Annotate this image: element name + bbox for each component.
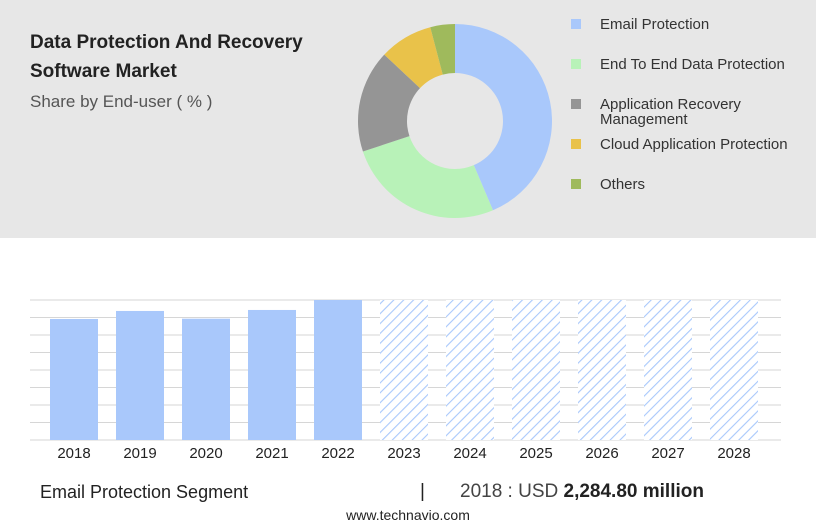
forecast-bar <box>380 300 428 440</box>
x-tick-label: 2024 <box>453 445 486 462</box>
legend-label: Application Recovery Management <box>600 96 741 128</box>
legend-label: Others <box>600 176 646 193</box>
donut-segment <box>430 24 455 75</box>
forecast-bar <box>710 300 758 440</box>
bar <box>116 310 164 440</box>
highlight-value: 2,284.80 million <box>563 481 704 502</box>
footer: www.technavio.com <box>346 507 470 523</box>
x-tick-label: 2027 <box>651 445 684 462</box>
bar <box>248 309 296 440</box>
bar <box>314 300 362 440</box>
donut-segment <box>455 24 552 211</box>
x-tick-label: 2019 <box>123 445 156 462</box>
forecast-bar <box>578 300 626 440</box>
bar <box>182 318 230 440</box>
legend-swatch <box>571 139 581 149</box>
chart-subtitle: Share by End-user ( % ) <box>30 92 213 111</box>
x-tick-label: 2022 <box>321 445 354 462</box>
x-tick-label: 2021 <box>255 445 288 462</box>
forecast-bar <box>446 300 494 440</box>
x-tick-label: 2023 <box>387 445 420 462</box>
legend-swatch <box>571 59 581 69</box>
chart-title: Data Protection And Recovery Software Ma… <box>30 32 303 82</box>
x-tick-label: 2028 <box>717 445 750 462</box>
donut-segment <box>358 54 421 152</box>
segment-label: Email Protection Segment <box>40 482 249 502</box>
legend-swatch <box>571 99 581 109</box>
legend-label: Email Protection <box>600 16 710 33</box>
legend-swatch <box>571 179 581 189</box>
forecast-bar <box>644 300 692 440</box>
x-tick-label: 2018 <box>57 445 90 462</box>
legend-label: Cloud Application Protection <box>600 136 788 153</box>
x-tick-label: 2020 <box>189 445 222 462</box>
forecast-bar <box>512 300 560 440</box>
x-tick-label: 2025 <box>519 445 552 462</box>
legend-swatch <box>571 19 581 29</box>
donut-segment <box>362 136 493 218</box>
legend-label: End To End Data Protection <box>600 56 785 73</box>
donut-segment <box>384 27 443 89</box>
separator: | <box>420 481 425 502</box>
highlight: 2018 : USD 2,284.80 million <box>460 481 704 503</box>
x-tick-label: 2026 <box>585 445 618 462</box>
highlight-period: 2018 : USD <box>460 481 559 502</box>
bar <box>50 318 98 440</box>
